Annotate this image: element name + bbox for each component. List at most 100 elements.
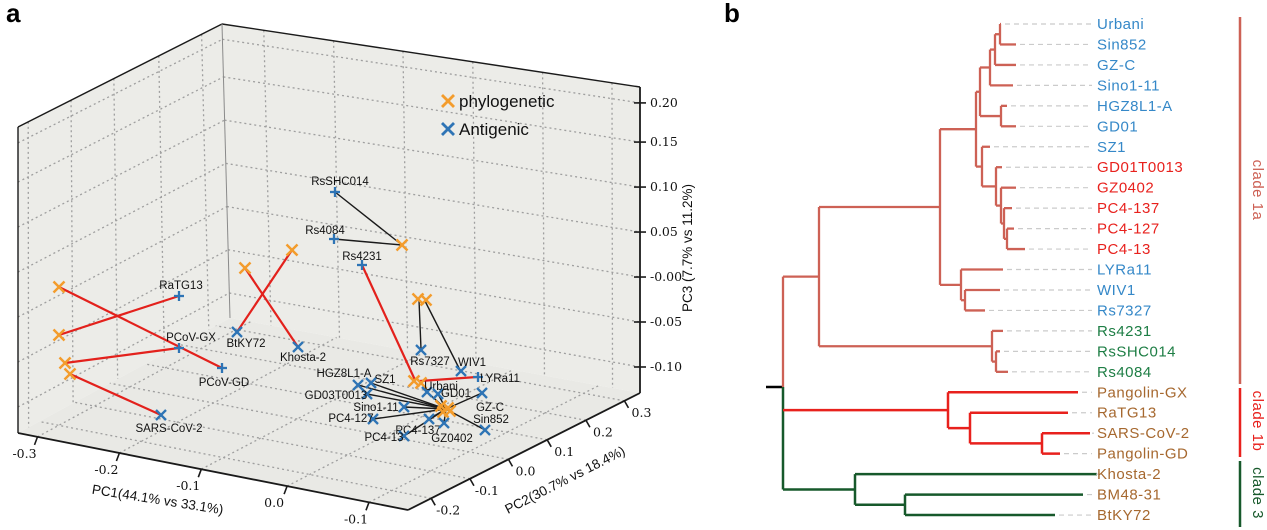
- pc2-tick: [469, 478, 475, 487]
- antigenic-marker-GZ-C: [476, 387, 488, 399]
- pc3-tick-label: 0.10: [650, 179, 678, 194]
- pc1-tick: [33, 436, 39, 446]
- phylo-antigenic-black-line: [418, 299, 422, 350]
- grid-line: [472, 61, 477, 364]
- pc2-tick-label: -0.1: [475, 483, 499, 498]
- pc2-tick-label: 0.3: [632, 405, 652, 420]
- point-label-GD01: GD01: [441, 388, 471, 400]
- pc2-tick-label: 0.0: [516, 463, 536, 478]
- pc2-tick: [430, 497, 436, 506]
- point-label-Rs4084: Rs4084: [305, 225, 345, 237]
- grid-line: [17, 76, 224, 183]
- grid-line: [37, 321, 251, 438]
- grid-line: [215, 325, 625, 402]
- legend-antigenic-label: Antigenic: [459, 120, 529, 139]
- phylo-antigenic-black-line: [370, 382, 447, 410]
- phylo-antigenic-red-line: [58, 294, 180, 337]
- pc3-tick-label: -0.10: [650, 359, 682, 374]
- box-back-edge: [221, 23, 231, 319]
- pc1-axis: [17, 432, 409, 511]
- leaf-label-Pangolin-GD: Pangolin-GD: [1097, 446, 1188, 463]
- point-label-SZ1: SZ1: [374, 374, 395, 386]
- pc1-tick-label: 0.0: [264, 495, 284, 510]
- leaf-label-SZ1: SZ1: [1097, 139, 1126, 156]
- leaf-label-PC4-13: PC4-13: [1097, 241, 1151, 258]
- leaf-label-Rs4231: Rs4231: [1097, 323, 1152, 340]
- leaf-label-GD01T0013: GD01T0013: [1097, 159, 1183, 176]
- pc2-tick: [585, 419, 591, 428]
- grid-line: [222, 38, 641, 104]
- wall-right: [222, 24, 640, 393]
- clade-label-clade-1a: clade 1a: [1249, 160, 1266, 221]
- phylo-antigenic-red-line: [419, 375, 478, 383]
- phylo-antigenic-red-line: [64, 346, 180, 365]
- pc1-tick: [365, 502, 370, 511]
- pc2-tick: [623, 400, 630, 409]
- grid-line: [74, 401, 471, 480]
- antigenic-marker-BtKY72: [231, 326, 243, 338]
- phylogenetic-marker: [238, 261, 252, 275]
- antigenic-marker-PCoV-GD: [217, 363, 227, 373]
- leaf-label-BtKY72: BtKY72: [1097, 507, 1151, 524]
- antigenic-marker-PC4-137: [423, 413, 435, 425]
- box-edge: [17, 23, 223, 128]
- leaf-label-Sino1-11: Sino1-11: [1097, 77, 1160, 94]
- leaf-label-Khosta-2: Khosta-2: [1097, 466, 1161, 483]
- clade-label-clade-3: clade 3: [1249, 467, 1266, 519]
- point-label-RsSHC014: RsSHC014: [311, 176, 369, 188]
- pc3-axis-title: PC3 (7.7% vs 11.2%): [680, 184, 695, 312]
- pc2-tick-label: -0.2: [436, 502, 460, 517]
- antigenic-marker-LYRa11: [473, 372, 483, 382]
- pc3-tick-label: -0.00: [650, 269, 682, 284]
- antigenic-marker-SZ1: [365, 377, 377, 389]
- grid-line: [611, 82, 614, 388]
- antigenic-marker-Rs4231: [357, 260, 367, 270]
- pc2-tick-label: 0.2: [593, 424, 613, 439]
- antigenic-marker-RaTG13: [174, 291, 184, 301]
- legend-antigenic-marker: [441, 122, 455, 136]
- phylogenetic-marker: [52, 328, 66, 342]
- phylogenetic-marker: [285, 243, 299, 257]
- pc2-tick: [546, 439, 552, 448]
- grid-line: [263, 30, 272, 326]
- grid-line: [17, 119, 225, 228]
- pc1-axis-title: PC1(44.1% vs 33.1%): [91, 482, 225, 518]
- point-label-PC4-13: PC4-13: [365, 432, 404, 444]
- phylo-antigenic-black-line: [445, 392, 483, 410]
- antigenic-marker-PC4-13: [398, 430, 410, 442]
- point-label-WIV1: WIV1: [458, 357, 486, 369]
- grid-line: [17, 38, 223, 144]
- phylo-antigenic-black-line: [424, 300, 461, 371]
- grid-line: [200, 34, 210, 330]
- leaf-label-Rs4084: Rs4084: [1097, 364, 1152, 381]
- antigenic-marker-RsSHC014: [330, 187, 340, 197]
- grid-line: [17, 162, 227, 273]
- grid-line: [17, 205, 228, 318]
- pc2-tick: [507, 458, 514, 467]
- phylo-antigenic-red-line: [361, 264, 416, 381]
- antigenic-marker-GD03T0013: [361, 388, 373, 400]
- grid-line: [113, 78, 119, 379]
- leaf-label-GZ0402: GZ0402: [1097, 180, 1154, 197]
- leaf-label-SARS-CoV-2: SARS-CoV-2: [1097, 425, 1190, 442]
- point-label-GD03T0013: GD03T0013: [305, 390, 368, 402]
- point-label-HGZ8L1-A: HGZ8L1-A: [317, 368, 372, 380]
- phylogenetic-marker: [395, 238, 409, 252]
- phylo-antigenic-red-line: [236, 249, 293, 333]
- leaf-label-RaTG13: RaTG13: [1097, 405, 1157, 422]
- pc1-tick-label: -0.3: [12, 446, 36, 461]
- point-label-SARS-CoV-2: SARS-CoV-2: [135, 423, 202, 435]
- leaf-label-RsSHC014: RsSHC014: [1097, 343, 1176, 360]
- point-label-Rs7327: Rs7327: [410, 356, 450, 368]
- grid-line: [541, 72, 546, 376]
- phylo-antigenic-black-line: [372, 408, 447, 420]
- pc3-tick-label: -0.05: [650, 314, 682, 329]
- point-label-RaTG13: RaTG13: [159, 280, 202, 292]
- grid-line: [17, 292, 230, 408]
- pc3-tick-label: 0.20: [650, 95, 678, 110]
- point-label-LYRa11: LYRa11: [480, 373, 520, 385]
- point-label-PCoV-GD: PCoV-GD: [199, 377, 250, 389]
- pc1-tick-label: -0.1: [344, 511, 368, 526]
- box-edge: [221, 23, 641, 88]
